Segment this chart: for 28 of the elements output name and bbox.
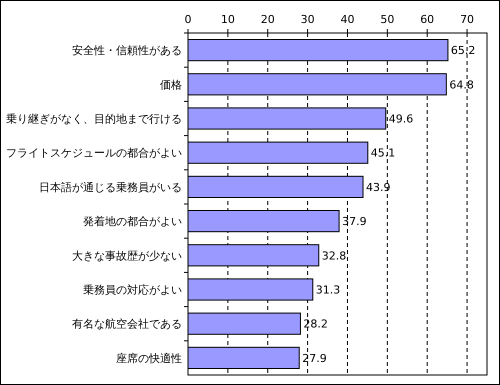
data-label: 28.2 <box>303 318 328 331</box>
x-tick-label: 20 <box>260 13 275 26</box>
data-label: 49.6 <box>388 112 414 126</box>
y-tick-label: 大きな事故歴が少ない <box>72 249 182 262</box>
y-tick-label: 安全性・信頼性がある <box>72 44 182 58</box>
data-label: 64.8 <box>449 78 474 92</box>
data-label: 45.1 <box>370 146 396 160</box>
x-tick-label: 70 <box>460 13 474 26</box>
y-tick-label: 発着地の都合がよい <box>83 215 182 228</box>
y-tick-label: 有名な航空会社である <box>72 318 182 331</box>
y-tick-label: 座席の快適性 <box>116 352 182 365</box>
data-label: 65.2 <box>450 44 476 58</box>
x-tick-label: 60 <box>420 13 434 26</box>
y-tick-label: 日本語が通じる乗務員がいる <box>39 180 182 194</box>
data-label: 27.9 <box>302 352 327 365</box>
data-label: 43.9 <box>366 180 391 194</box>
x-tick-label: 40 <box>340 13 354 26</box>
x-tick-label: 50 <box>380 13 394 26</box>
y-tick-label: 乗務員の対応がよい <box>83 284 182 296</box>
data-label: 31.3 <box>316 284 340 296</box>
data-label: 32.8 <box>322 249 346 262</box>
x-tick-label: 10 <box>220 13 235 26</box>
x-tick-label: 30 <box>300 13 315 26</box>
y-tick-label: 乗り継ぎがなく、目的地まで行ける <box>6 112 182 126</box>
y-tick-label: フライトスケジュールの都合がよい <box>6 146 182 160</box>
y-tick-label: 価格 <box>160 78 182 92</box>
x-tick-label: 0 <box>184 13 192 26</box>
data-label: 37.9 <box>342 215 367 228</box>
